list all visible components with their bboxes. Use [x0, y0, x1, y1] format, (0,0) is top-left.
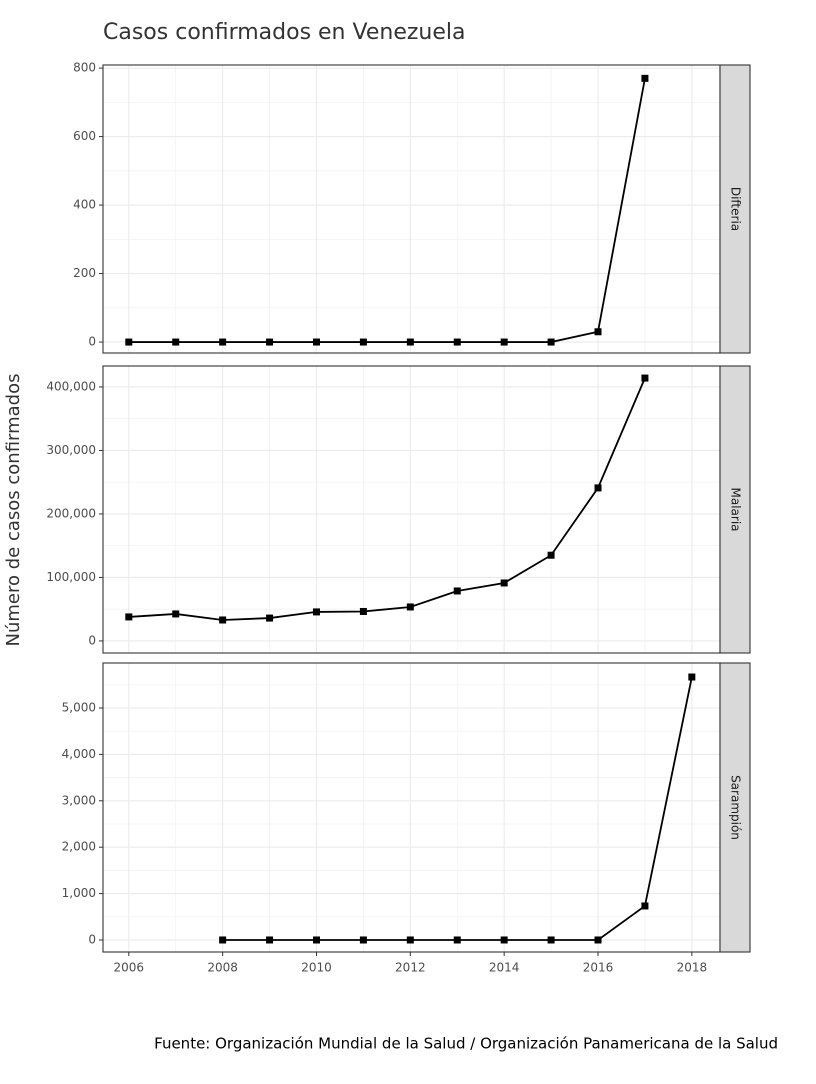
panel-background	[103, 65, 720, 353]
caption: Fuente: Organización Mundial de la Salud…	[154, 1035, 778, 1053]
x-tick-label: 2006	[114, 961, 145, 975]
point	[359, 936, 367, 944]
x-tick-label: 2010	[301, 961, 332, 975]
line	[128, 78, 646, 343]
point	[547, 551, 555, 559]
point	[266, 936, 274, 944]
point	[641, 74, 649, 82]
y-tick-label: 200	[73, 266, 96, 280]
y-tick-label: 400	[73, 198, 96, 212]
y-tick-label: 3,000	[62, 793, 96, 807]
strip-label: Malaria	[729, 487, 743, 531]
point	[500, 338, 508, 346]
point	[453, 587, 461, 595]
point	[453, 338, 461, 346]
point	[406, 338, 414, 346]
point	[359, 338, 367, 346]
y-tick-label: 0	[88, 932, 96, 946]
y-tick-label: 200,000	[46, 506, 96, 520]
point	[641, 374, 649, 382]
x-tick-label: 2008	[207, 961, 238, 975]
point	[312, 338, 320, 346]
y-tick-label: 100,000	[46, 570, 96, 584]
point	[219, 616, 227, 624]
point	[547, 936, 555, 944]
point	[266, 614, 274, 622]
chart-title: Casos confirmados en Venezuela	[103, 20, 465, 45]
strip	[719, 365, 751, 654]
y-tick-label: 4,000	[62, 747, 96, 761]
strip	[719, 662, 751, 953]
line	[128, 377, 646, 621]
x-tick-label: 2014	[489, 961, 520, 975]
point	[312, 608, 320, 616]
point	[312, 936, 320, 944]
strip-label: Sarampión	[729, 775, 743, 840]
point	[594, 484, 602, 492]
point	[219, 338, 227, 346]
point	[641, 902, 649, 910]
point	[453, 936, 461, 944]
y-tick-label: 400,000	[46, 379, 96, 393]
y-tick-label: 0	[88, 335, 96, 349]
point	[688, 673, 696, 681]
y-axis-label: Número de casos confirmados	[3, 374, 24, 647]
x-tick-label: 2012	[395, 961, 426, 975]
point	[266, 338, 274, 346]
point	[125, 613, 133, 621]
point	[125, 338, 133, 346]
point	[219, 936, 227, 944]
x-tick-label: 2016	[583, 961, 614, 975]
y-tick-label: 1,000	[62, 886, 96, 900]
point	[594, 936, 602, 944]
y-tick-label: 600	[73, 129, 96, 143]
point	[547, 338, 555, 346]
y-tick-label: 300,000	[46, 443, 96, 457]
point	[406, 936, 414, 944]
point	[500, 936, 508, 944]
y-tick-label: 2,000	[62, 840, 96, 854]
y-tick-label: 0	[88, 633, 96, 647]
y-tick-label: 5,000	[62, 701, 96, 715]
panel-background	[103, 663, 720, 952]
x-tick-label: 2018	[677, 961, 708, 975]
point	[359, 607, 367, 615]
point	[172, 338, 180, 346]
point	[172, 610, 180, 618]
point	[594, 328, 602, 336]
strip-label: Difteria	[729, 187, 743, 231]
y-tick-label: 800	[73, 61, 96, 75]
strip	[719, 64, 751, 354]
point	[406, 603, 414, 611]
point	[500, 579, 508, 587]
